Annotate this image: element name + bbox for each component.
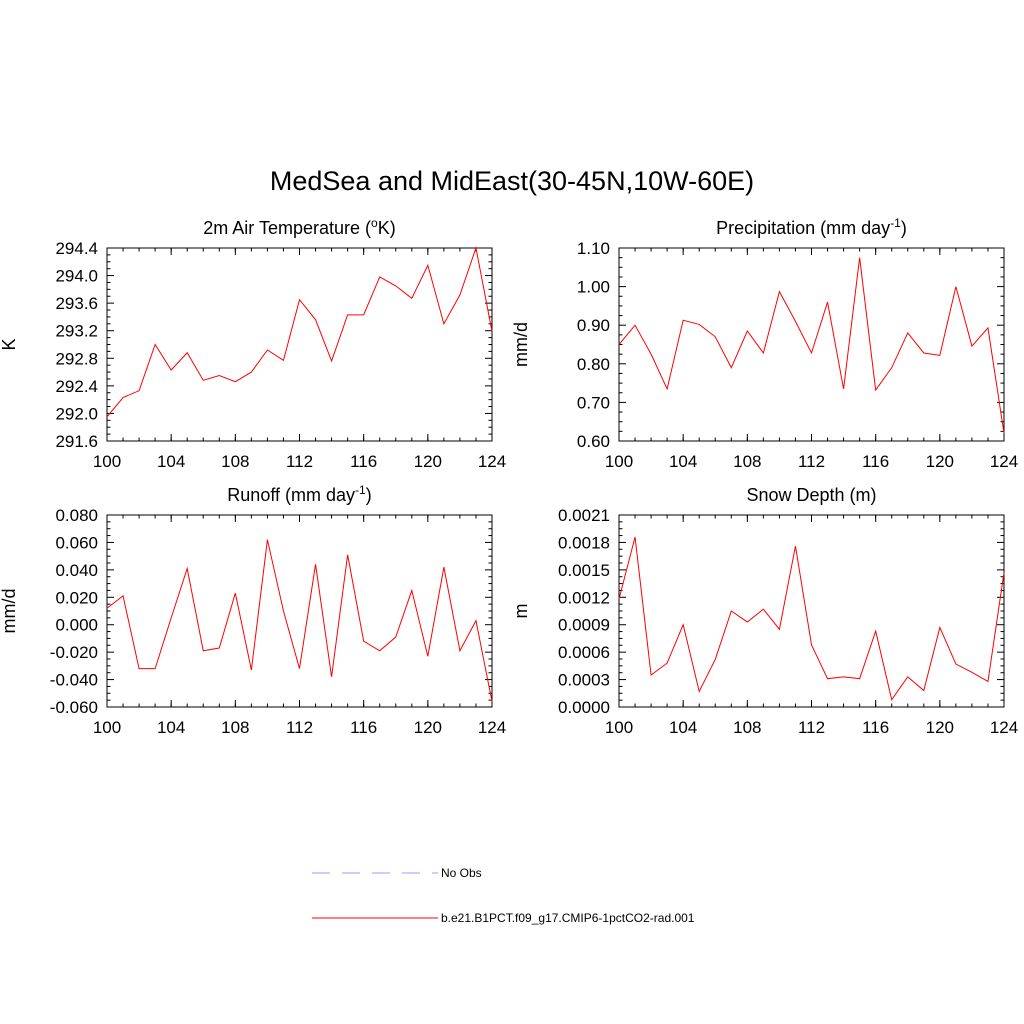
y-tick-label: 292.8 bbox=[55, 349, 98, 368]
legend: No Obs b.e21.B1PCT.f09_g17.CMIP6-1pctCO2-… bbox=[312, 866, 695, 925]
x-tick-label: 108 bbox=[733, 718, 761, 737]
x-tick-label: 100 bbox=[605, 452, 633, 471]
x-tick-label: 108 bbox=[733, 452, 761, 471]
plot-frame bbox=[618, 514, 1005, 708]
panel-title-superscript: -1 bbox=[355, 483, 366, 497]
y-tick-label: -0.060 bbox=[50, 698, 98, 717]
y-tick-label: 293.6 bbox=[55, 294, 98, 313]
y-tick-label: 0.90 bbox=[577, 316, 610, 335]
y-axis-label: mm/d bbox=[0, 589, 19, 634]
plot-frame bbox=[618, 247, 1005, 442]
x-tick-label: 116 bbox=[350, 452, 377, 471]
series-line bbox=[618, 536, 1005, 701]
y-tick-label: 0.080 bbox=[55, 506, 98, 525]
y-tick-label: 1.10 bbox=[577, 239, 610, 258]
x-tick-label: 108 bbox=[221, 452, 249, 471]
y-tick-label: 294.0 bbox=[55, 267, 98, 286]
series-line bbox=[106, 539, 493, 702]
y-tick-label: 293.2 bbox=[55, 322, 98, 341]
y-tick-label: -0.040 bbox=[50, 671, 98, 690]
y-tick-label: 0.0000 bbox=[558, 698, 610, 717]
x-tick-label: 124 bbox=[478, 718, 506, 737]
y-tick-label: -0.020 bbox=[50, 643, 98, 662]
panel-title-tail: ) bbox=[366, 485, 372, 505]
x-tick-label: 104 bbox=[669, 452, 697, 471]
panel-title: Precipitation (mm day-1) bbox=[716, 216, 907, 238]
x-tick-label: 100 bbox=[605, 718, 633, 737]
legend-label: b.e21.B1PCT.f09_g17.CMIP6-1pctCO2-rad.00… bbox=[441, 911, 695, 925]
y-tick-label: 0.040 bbox=[55, 561, 98, 580]
y-tick-label: 1.00 bbox=[577, 278, 610, 297]
x-tick-label: 108 bbox=[221, 718, 249, 737]
x-tick-label: 112 bbox=[798, 452, 825, 471]
x-tick-label: 124 bbox=[990, 718, 1018, 737]
panel-runoff: 100 104 108 112 116 120 124 -0.060 -0.040 -0.020 0… bbox=[0, 483, 506, 737]
panel-snow-depth: 100 104 108 112 116 120 124 0.0000 0.0003 0.0006 0… bbox=[511, 485, 1018, 737]
legend-label: No Obs bbox=[441, 866, 482, 880]
x-tick-label: 120 bbox=[926, 718, 954, 737]
x-tick-label: 112 bbox=[286, 452, 313, 471]
panel-air-temperature: 100 104 108 112 116 120 124 291.6 292.0 292.4 292.… bbox=[0, 216, 506, 471]
y-tick-label: 0.0012 bbox=[558, 588, 610, 607]
panel-title-superscript: -1 bbox=[890, 216, 901, 230]
x-tick-label: 104 bbox=[157, 718, 185, 737]
y-axis-label: m bbox=[511, 604, 531, 619]
y-axis-label: mm/d bbox=[511, 322, 531, 367]
y-tick-label: 0.0003 bbox=[558, 671, 610, 690]
panel-title: Snow Depth (m) bbox=[746, 485, 876, 505]
y-tick-label: 0.70 bbox=[577, 393, 610, 412]
plot-frame bbox=[106, 247, 493, 442]
series-line bbox=[106, 246, 493, 418]
y-tick-label: 0.060 bbox=[55, 533, 98, 552]
plot-frame bbox=[106, 514, 493, 708]
panel-precipitation: 100 104 108 112 116 120 124 0.60 0.70 0.80 0.90 1.0… bbox=[511, 216, 1018, 471]
x-tick-label: 104 bbox=[669, 718, 697, 737]
y-tick-label: 0.000 bbox=[55, 616, 98, 635]
x-tick-label: 112 bbox=[286, 718, 313, 737]
main-title: MedSea and MidEast(30-45N,10W-60E) bbox=[269, 166, 755, 196]
x-tick-label: 124 bbox=[478, 452, 506, 471]
y-tick-label: 292.0 bbox=[55, 404, 98, 423]
x-tick-label: 120 bbox=[926, 452, 954, 471]
x-tick-label: 120 bbox=[414, 718, 442, 737]
x-tick-label: 116 bbox=[350, 718, 377, 737]
y-tick-label: 0.0021 bbox=[558, 506, 610, 525]
panel-title-tail: K) bbox=[378, 218, 396, 238]
panel-title-text: Precipitation (mm day bbox=[716, 218, 890, 238]
y-tick-label: 0.0018 bbox=[558, 533, 610, 552]
series-line bbox=[618, 257, 1005, 434]
x-tick-label: 116 bbox=[862, 452, 889, 471]
panel-title: Runoff (mm day-1) bbox=[227, 483, 371, 505]
panel-title-tail: ) bbox=[901, 218, 907, 238]
y-tick-label: 292.4 bbox=[55, 377, 98, 396]
y-tick-label: 0.0006 bbox=[558, 643, 610, 662]
x-tick-label: 116 bbox=[862, 718, 889, 737]
y-axis-label: K bbox=[0, 338, 19, 350]
panel-title-text: 2m Air Temperature ( bbox=[203, 218, 371, 238]
x-tick-label: 120 bbox=[414, 452, 442, 471]
x-tick-label: 100 bbox=[93, 718, 121, 737]
y-tick-label: 0.0009 bbox=[558, 616, 610, 635]
x-tick-label: 100 bbox=[93, 452, 121, 471]
panel-title-text: Runoff (mm day bbox=[227, 485, 355, 505]
x-tick-label: 112 bbox=[798, 718, 825, 737]
panel-title: 2m Air Temperature (oK) bbox=[203, 216, 395, 238]
panel-title-text: Snow Depth (m) bbox=[746, 485, 876, 505]
y-tick-label: 0.60 bbox=[577, 432, 610, 451]
y-tick-label: 0.020 bbox=[55, 588, 98, 607]
y-tick-label: 291.6 bbox=[55, 432, 98, 451]
y-tick-label: 294.4 bbox=[55, 239, 98, 258]
x-tick-label: 124 bbox=[990, 452, 1018, 471]
y-tick-label: 0.0015 bbox=[558, 561, 610, 580]
panel-title-superscript: o bbox=[371, 216, 378, 230]
x-tick-label: 104 bbox=[157, 452, 185, 471]
y-tick-label: 0.80 bbox=[577, 355, 610, 374]
